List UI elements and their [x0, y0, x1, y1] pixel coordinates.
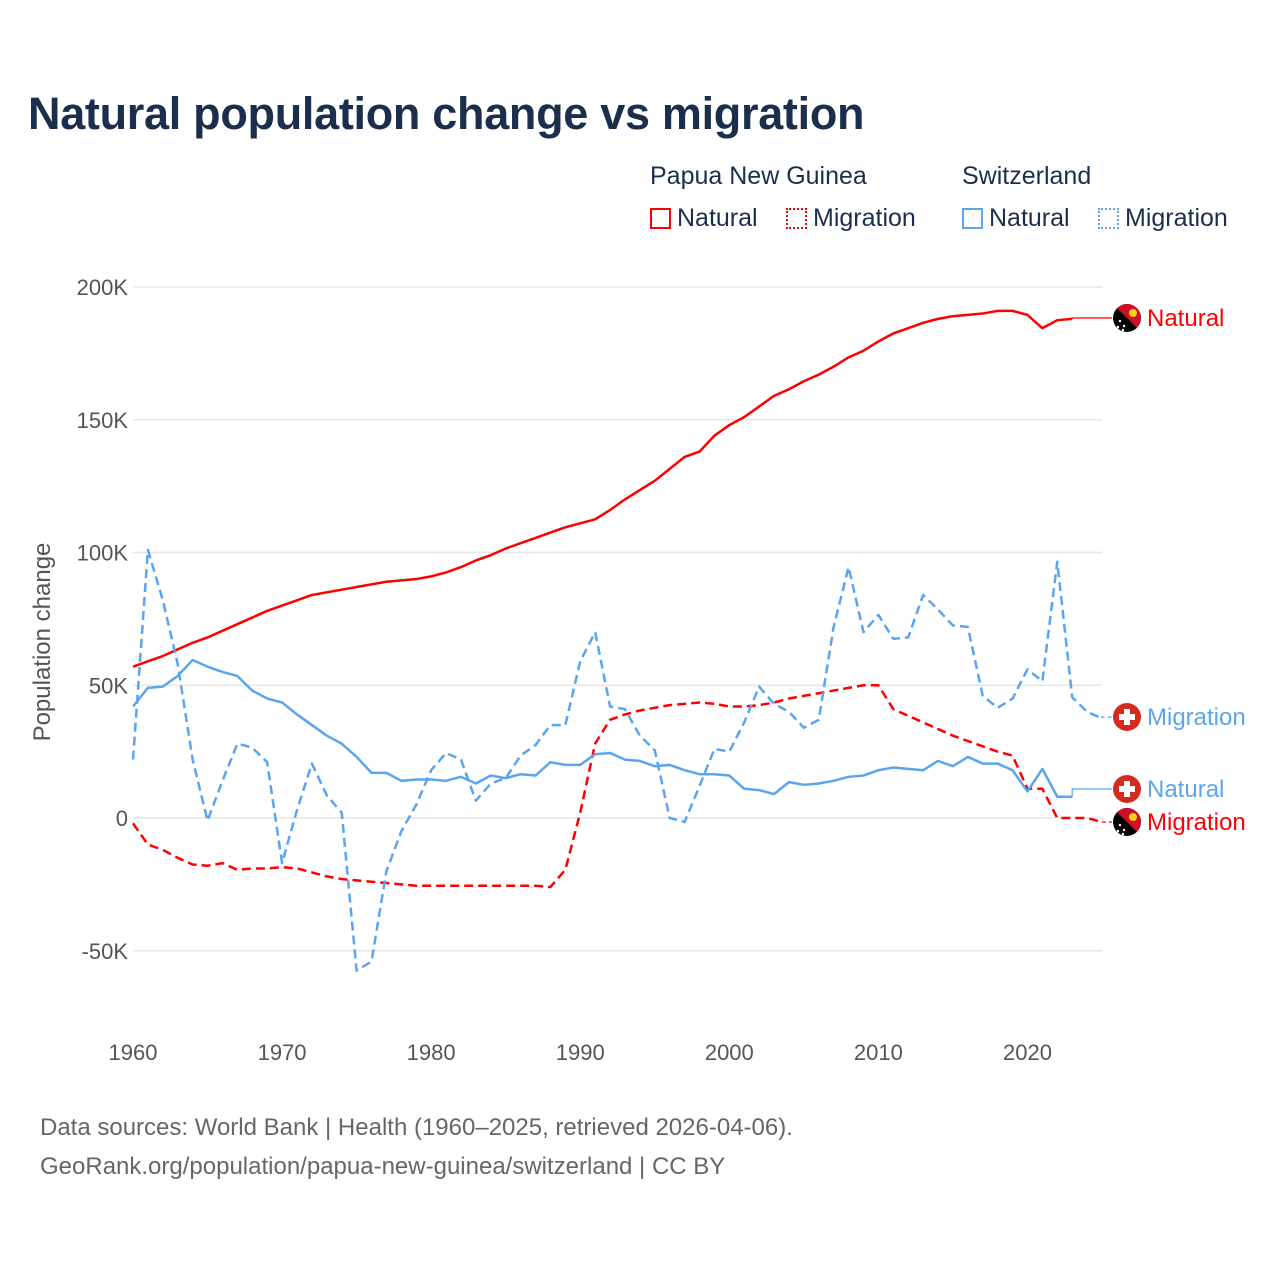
- series-end-label: Migration: [1147, 809, 1246, 836]
- line-chart: 200K 150K 100K 50K 0 -50K 1960 1970 1980 1990 2000…: [29, 275, 1246, 1065]
- legend-swatch-solid-icon: [650, 208, 671, 229]
- legend-label: Natural: [677, 204, 758, 232]
- y-axis-label: Population change: [29, 543, 56, 742]
- chart-title: Natural population change vs migration: [28, 88, 865, 139]
- legend-group-papua-new-guinea: Papua New Guinea: [650, 162, 867, 190]
- x-tick-label: 1980: [407, 1040, 456, 1065]
- label-connector: [1071, 317, 1112, 319]
- x-tick-label: 2010: [854, 1040, 903, 1065]
- label-connector: [1101, 716, 1112, 719]
- legend-item-png-natural[interactable]: Natural: [650, 204, 758, 233]
- legend-swatch-dotted-icon: [1098, 208, 1119, 229]
- legend-item-ch-migration[interactable]: Migration: [1098, 204, 1228, 233]
- footer-sources: Data sources: World Bank | Health (1960–…: [40, 1114, 793, 1141]
- label-connector: [1071, 788, 1112, 797]
- y-tick-label: 100K: [77, 541, 129, 566]
- legend-item-ch-natural[interactable]: Natural: [962, 204, 1070, 233]
- series-line-0[interactable]: [132, 309, 1073, 668]
- series-end-label: Migration: [1147, 704, 1246, 731]
- x-tick-label: 1960: [109, 1040, 158, 1065]
- legend-swatch-solid-icon: [962, 208, 983, 229]
- legend-label: Migration: [1125, 204, 1228, 232]
- series-line-2[interactable]: [132, 658, 1073, 799]
- y-tick-label: 0: [116, 806, 128, 831]
- x-tick-label: 2020: [1003, 1040, 1052, 1065]
- series-end-label: Natural: [1147, 776, 1224, 803]
- legend-label: Natural: [989, 204, 1070, 232]
- y-tick-label: 150K: [77, 408, 129, 433]
- legend-item-png-migration[interactable]: Migration: [786, 204, 916, 233]
- series-line-1[interactable]: [131, 684, 1103, 889]
- series-end-label: Natural: [1147, 305, 1224, 332]
- series-line-3[interactable]: [131, 548, 1103, 972]
- y-tick-label: 50K: [89, 673, 128, 698]
- x-tick-label: 2000: [705, 1040, 754, 1065]
- papua-new-guinea-flag-icon: [1113, 304, 1141, 332]
- y-tick-label: -50K: [82, 939, 129, 964]
- footer-link[interactable]: GeoRank.org/population/papua-new-guinea/…: [40, 1153, 726, 1180]
- switzerland-flag-icon: [1113, 703, 1141, 731]
- legend-group-switzerland: Switzerland: [962, 162, 1092, 190]
- papua-new-guinea-flag-icon: [1113, 808, 1141, 836]
- legend-swatch-dotted-icon: [786, 208, 807, 229]
- x-tick-label: 1990: [556, 1040, 605, 1065]
- x-tick-label: 1970: [258, 1040, 307, 1065]
- y-tick-label: 200K: [77, 275, 129, 300]
- switzerland-flag-icon: [1113, 775, 1141, 803]
- footer: Data sources: World Bank | Health (1960–…: [40, 1108, 793, 1186]
- legend-label: Migration: [813, 204, 916, 232]
